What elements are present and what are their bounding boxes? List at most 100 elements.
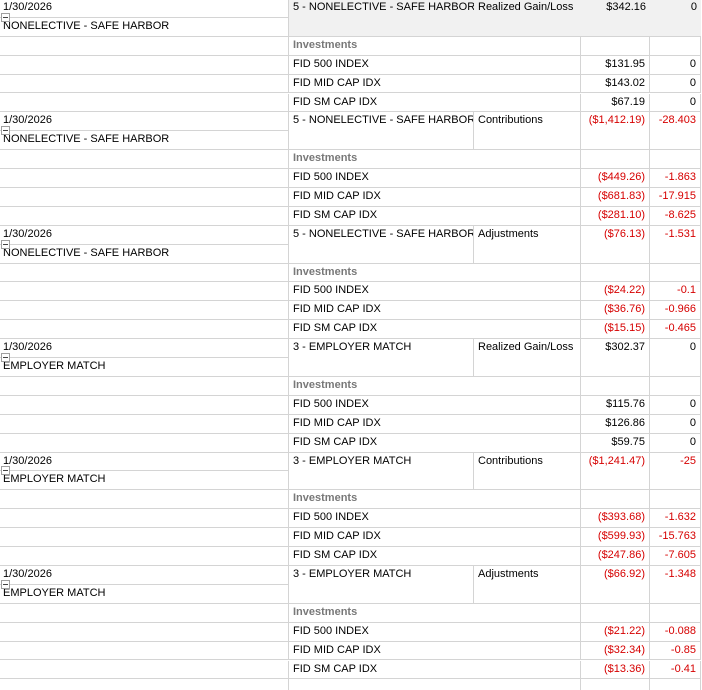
- fund-units-cell[interactable]: -1.632: [650, 509, 701, 529]
- fund-units-cell[interactable]: -0.41: [650, 660, 701, 680]
- empty-cell: [0, 679, 289, 690]
- transaction-type-cell[interactable]: Realized Gain/Loss: [474, 0, 581, 37]
- fund-amount-cell[interactable]: $126.86: [581, 414, 650, 434]
- fund-amount-cell[interactable]: ($281.10): [581, 206, 650, 226]
- group-cell[interactable]: NONELECTIVE - SAFE HARBOR: [0, 239, 289, 264]
- fund-units-cell[interactable]: 0: [650, 55, 701, 75]
- group-cell[interactable]: NONELECTIVE - SAFE HARBOR: [0, 12, 289, 37]
- fund-amount-cell[interactable]: ($36.76): [581, 301, 650, 321]
- fund-name-cell[interactable]: FID MID CAP IDX: [289, 74, 581, 94]
- fund-name-cell[interactable]: FID 500 INDEX: [289, 395, 581, 415]
- date-cell[interactable]: 1/30/2026: [0, 225, 289, 245]
- fund-name-cell[interactable]: FID 500 INDEX: [289, 622, 581, 642]
- units-cell[interactable]: -1.348: [650, 566, 701, 604]
- group-cell[interactable]: NONELECTIVE - SAFE HARBOR: [0, 126, 289, 151]
- group-cell[interactable]: EMPLOYER MATCH: [0, 466, 289, 491]
- fund-units-cell[interactable]: 0: [650, 433, 701, 453]
- collapse-minus-icon[interactable]: [1, 239, 10, 249]
- fund-amount-cell[interactable]: ($681.83): [581, 187, 650, 207]
- fund-amount-cell[interactable]: ($24.22): [581, 282, 650, 302]
- transaction-type-cell[interactable]: Adjustments: [474, 566, 581, 604]
- fund-units-cell[interactable]: -0.465: [650, 320, 701, 340]
- fund-name-cell[interactable]: FID SM CAP IDX: [289, 433, 581, 453]
- units-cell[interactable]: -25: [650, 452, 701, 491]
- date-cell[interactable]: 1/30/2026: [0, 339, 289, 359]
- fund-units-cell[interactable]: -0.85: [650, 641, 701, 661]
- fund-amount-cell[interactable]: $67.19: [581, 93, 650, 113]
- fund-units-cell[interactable]: -0.088: [650, 622, 701, 642]
- group-cell[interactable]: EMPLOYER MATCH: [0, 353, 289, 377]
- fund-units-cell[interactable]: -15.763: [650, 528, 701, 548]
- fund-name-cell[interactable]: FID 500 INDEX: [289, 169, 581, 188]
- date-cell[interactable]: 1/30/2026: [0, 0, 289, 18]
- source-cell[interactable]: 5 - NONELECTIVE - SAFE HARBOR: [289, 112, 474, 151]
- fund-amount-cell[interactable]: ($393.68): [581, 509, 650, 529]
- fund-amount-cell[interactable]: $131.95: [581, 55, 650, 75]
- collapse-minus-icon[interactable]: [1, 579, 10, 589]
- group-text: EMPLOYER MATCH: [3, 360, 106, 373]
- fund-amount-cell[interactable]: $115.76: [581, 395, 650, 415]
- fund-amount-cell[interactable]: ($21.22): [581, 622, 650, 642]
- collapse-minus-icon[interactable]: [1, 126, 10, 136]
- units-cell[interactable]: 0: [650, 0, 701, 37]
- fund-amount-cell[interactable]: ($13.36): [581, 660, 650, 680]
- units-cell[interactable]: -1.531: [650, 225, 701, 264]
- fund-units-cell[interactable]: 0: [650, 93, 701, 113]
- fund-units-cell[interactable]: 0: [650, 74, 701, 94]
- source-cell[interactable]: 5 - NONELECTIVE - SAFE HARBOR: [289, 0, 474, 37]
- fund-units-cell[interactable]: -8.625: [650, 206, 701, 226]
- fund-amount-cell[interactable]: ($599.93): [581, 528, 650, 548]
- fund-name-cell[interactable]: FID MID CAP IDX: [289, 414, 581, 434]
- date-cell[interactable]: 1/30/2026: [0, 566, 289, 585]
- fund-name-cell[interactable]: FID SM CAP IDX: [289, 547, 581, 566]
- fund-name-cell[interactable]: FID SM CAP IDX: [289, 206, 581, 226]
- fund-amount-cell[interactable]: $143.02: [581, 74, 650, 94]
- fund-amount-cell[interactable]: ($449.26): [581, 169, 650, 188]
- empty-cell: [0, 93, 289, 113]
- transaction-type-cell[interactable]: Realized Gain/Loss: [474, 339, 581, 377]
- fund-name-cell[interactable]: FID 500 INDEX: [289, 55, 581, 75]
- fund-amount-cell[interactable]: ($32.34): [581, 641, 650, 661]
- amount-cell[interactable]: $302.37: [581, 339, 650, 377]
- fund-name-cell[interactable]: FID MID CAP IDX: [289, 187, 581, 207]
- collapse-minus-icon[interactable]: [1, 12, 10, 22]
- amount-cell[interactable]: $342.16: [581, 0, 650, 37]
- empty-cell: [0, 150, 289, 170]
- fund-name-cell[interactable]: FID SM CAP IDX: [289, 320, 581, 340]
- units-cell[interactable]: 0: [650, 339, 701, 377]
- fund-name-cell[interactable]: FID SM CAP IDX: [289, 660, 581, 680]
- source-cell[interactable]: 5 - NONELECTIVE - SAFE HARBOR: [289, 225, 474, 264]
- transaction-type-cell[interactable]: Adjustments: [474, 225, 581, 264]
- amount-cell[interactable]: ($1,241.47): [581, 452, 650, 491]
- amount-cell[interactable]: ($1,412.19): [581, 112, 650, 151]
- fund-amount-cell[interactable]: ($15.15): [581, 320, 650, 340]
- fund-name-cell[interactable]: FID 500 INDEX: [289, 509, 581, 529]
- fund-name-cell[interactable]: FID MID CAP IDX: [289, 641, 581, 661]
- fund-units-cell[interactable]: -0.966: [650, 301, 701, 321]
- fund-units-cell[interactable]: -17.915: [650, 187, 701, 207]
- fund-name-cell[interactable]: FID MID CAP IDX: [289, 301, 581, 321]
- fund-units-cell[interactable]: -0.1: [650, 282, 701, 302]
- source-cell[interactable]: 3 - EMPLOYER MATCH: [289, 339, 474, 377]
- units-cell[interactable]: -28.403: [650, 112, 701, 151]
- collapse-minus-icon[interactable]: [1, 466, 10, 476]
- fund-name-cell[interactable]: FID SM CAP IDX: [289, 93, 581, 113]
- amount-cell[interactable]: ($76.13): [581, 225, 650, 264]
- fund-name-cell[interactable]: FID 500 INDEX: [289, 282, 581, 302]
- collapse-minus-icon[interactable]: [1, 353, 10, 363]
- fund-units-cell[interactable]: 0: [650, 414, 701, 434]
- source-cell[interactable]: 3 - EMPLOYER MATCH: [289, 566, 474, 604]
- fund-amount-cell[interactable]: $59.75: [581, 433, 650, 453]
- fund-units-cell[interactable]: -7.605: [650, 547, 701, 566]
- transaction-type-cell[interactable]: Contributions: [474, 112, 581, 151]
- date-cell[interactable]: 1/30/2026: [0, 452, 289, 472]
- fund-units-cell[interactable]: 0: [650, 395, 701, 415]
- fund-amount-cell[interactable]: ($247.86): [581, 547, 650, 566]
- fund-units-cell[interactable]: -1.863: [650, 169, 701, 188]
- source-cell[interactable]: 3 - EMPLOYER MATCH: [289, 452, 474, 491]
- transaction-type-cell[interactable]: Contributions: [474, 452, 581, 491]
- amount-cell[interactable]: ($66.92): [581, 566, 650, 604]
- date-cell[interactable]: 1/30/2026: [0, 112, 289, 132]
- fund-name-cell[interactable]: FID MID CAP IDX: [289, 528, 581, 548]
- group-cell[interactable]: EMPLOYER MATCH: [0, 579, 289, 604]
